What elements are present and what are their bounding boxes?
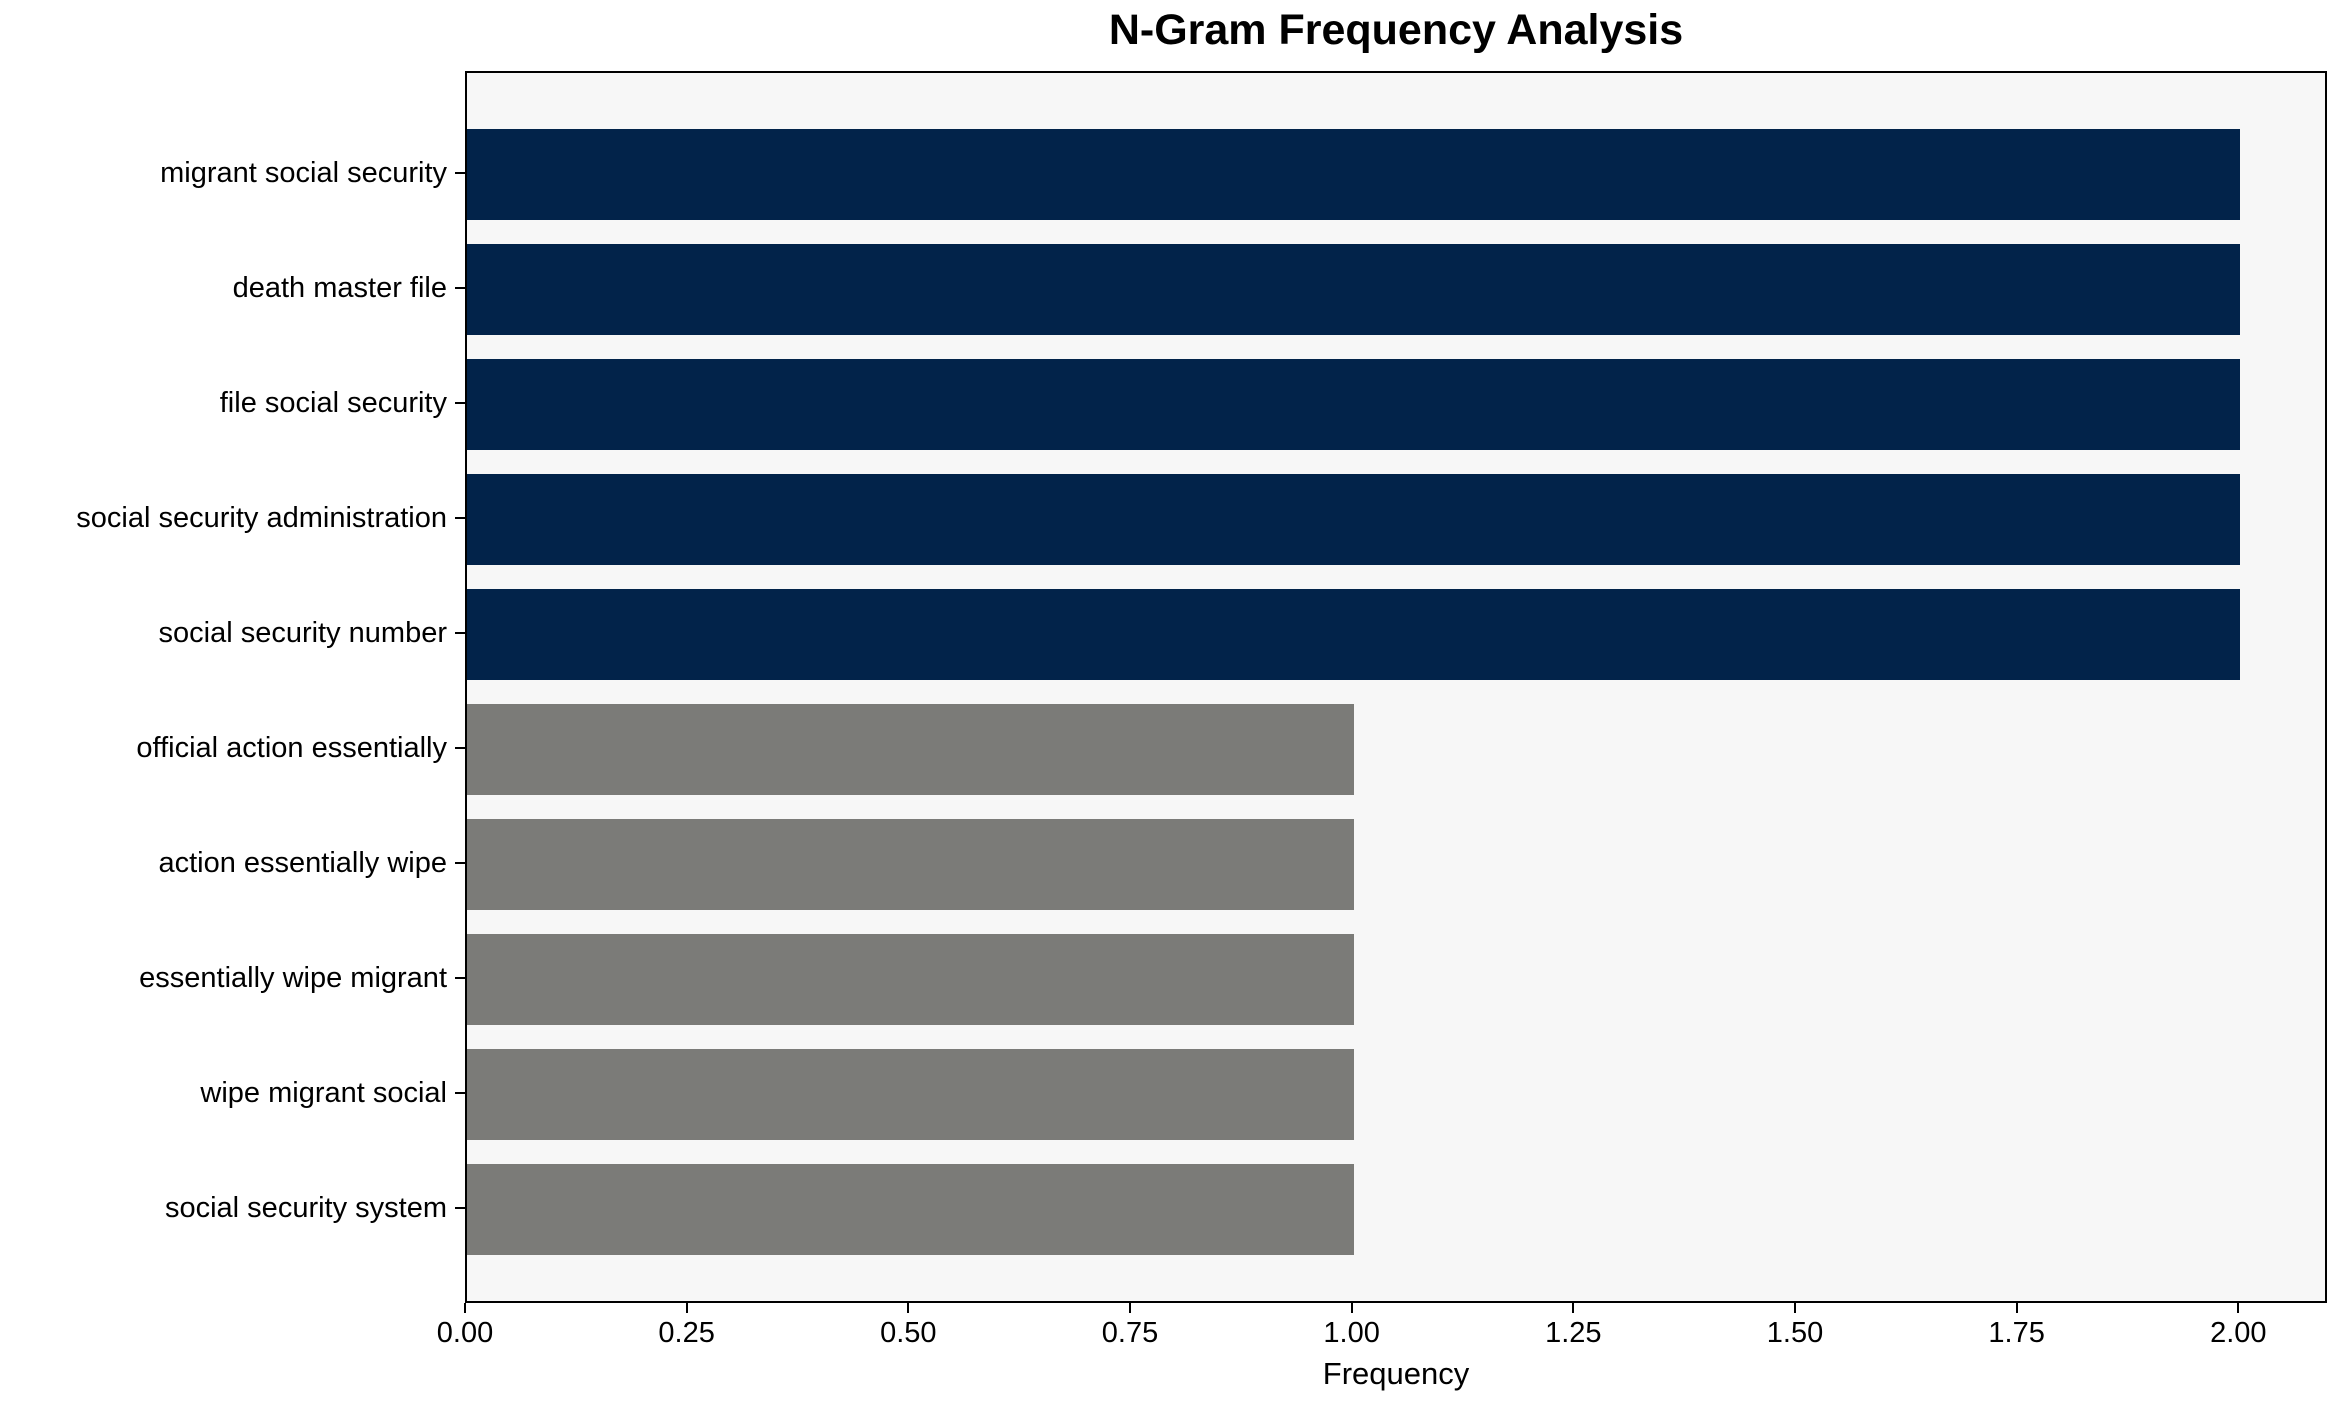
x-tick-label: 1.25	[1545, 1317, 1602, 1349]
x-tick-mark	[907, 1303, 910, 1313]
bar-social-security-system	[467, 1164, 1354, 1255]
y-tick-mark	[455, 516, 465, 519]
y-tick-mark	[455, 286, 465, 289]
y-tick-label: migrant social security	[160, 156, 447, 189]
bar-file-social-security	[467, 359, 2241, 450]
bar-wipe-migrant-social	[467, 1049, 1354, 1140]
x-tick-label: 0.50	[880, 1317, 937, 1349]
y-tick-label: official action essentially	[136, 731, 447, 764]
x-tick-mark	[1129, 1303, 1131, 1313]
bar-official-action-essentially	[467, 704, 1354, 795]
x-tick-label: 1.75	[1988, 1317, 2045, 1349]
bar-action-essentially-wipe	[467, 819, 1354, 910]
x-axis-label: Frequency	[1322, 1356, 1470, 1391]
x-tick-mark	[1572, 1303, 1575, 1313]
y-tick-mark	[455, 1091, 465, 1094]
x-tick-label: 1.50	[1766, 1317, 1824, 1349]
y-tick-label: social security number	[158, 616, 448, 649]
y-tick-mark	[455, 401, 465, 404]
y-tick-label: action essentially wipe	[158, 846, 447, 879]
x-tick-mark	[2015, 1303, 2018, 1313]
x-tick-mark	[2237, 1303, 2240, 1313]
y-tick-mark	[455, 631, 465, 634]
y-tick-mark	[455, 861, 465, 864]
x-tick-mark	[685, 1303, 688, 1313]
bar-migrant-social-security	[467, 129, 2241, 220]
bar-social-security-number	[467, 589, 2241, 680]
y-tick-label: file social security	[219, 386, 447, 419]
bar-death-master-file	[467, 244, 2241, 335]
y-tick-mark	[455, 1206, 465, 1209]
bar-essentially-wipe-migrant	[467, 934, 1354, 1025]
x-tick-label: 0.25	[658, 1317, 715, 1349]
y-tick-mark	[455, 171, 465, 174]
x-tick-label: 1.00	[1323, 1317, 1380, 1349]
y-tick-label: social security system	[164, 1191, 447, 1224]
x-tick-mark	[1350, 1303, 1353, 1313]
y-tick-mark	[455, 746, 465, 749]
x-tick-mark	[1794, 1303, 1796, 1313]
x-tick-label: 0.75	[1101, 1317, 1159, 1349]
y-tick-label: social security administration	[76, 501, 447, 534]
y-tick-label: death master file	[232, 271, 447, 304]
bar-social-security-administration	[467, 474, 2241, 565]
chart-title: N-Gram Frequency Analysis	[1108, 6, 1684, 54]
x-tick-mark	[464, 1303, 466, 1313]
x-tick-label: 0.00	[436, 1317, 494, 1349]
y-tick-label: essentially wipe migrant	[139, 961, 447, 994]
x-tick-label: 2.00	[2210, 1317, 2267, 1349]
plot-area	[465, 71, 2327, 1303]
y-tick-label: wipe migrant social	[200, 1076, 447, 1109]
y-tick-mark	[455, 976, 465, 979]
